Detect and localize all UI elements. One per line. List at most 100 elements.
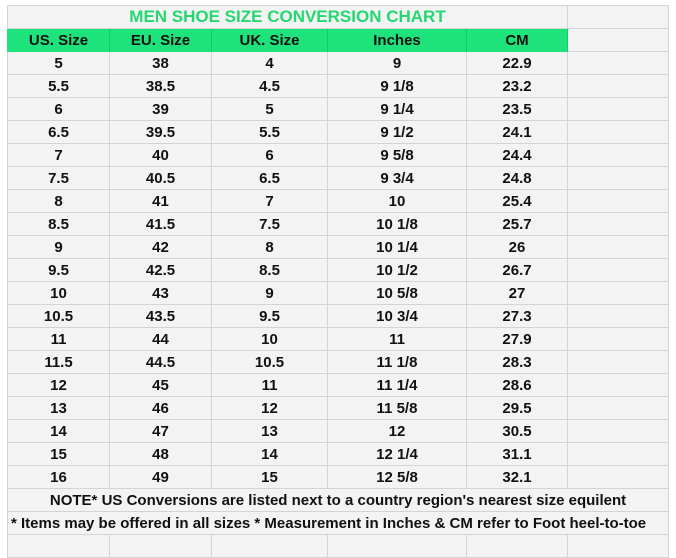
table-cell[interactable]: 39.5 xyxy=(109,120,212,144)
table-cell[interactable]: 9 1/4 xyxy=(327,97,467,121)
table-cell[interactable]: 49 xyxy=(109,465,212,489)
table-cell[interactable]: 4 xyxy=(211,51,328,75)
table-cell[interactable]: 47 xyxy=(109,419,212,443)
empty-cell[interactable] xyxy=(567,189,669,213)
table-cell[interactable]: 44 xyxy=(109,327,212,351)
table-cell[interactable]: 32.1 xyxy=(466,465,568,489)
table-cell[interactable]: 9 xyxy=(7,235,110,259)
table-cell[interactable]: 12 xyxy=(7,373,110,397)
empty-cell[interactable] xyxy=(211,534,328,558)
table-cell[interactable]: 10 xyxy=(327,189,467,213)
table-cell[interactable]: 8 xyxy=(211,235,328,259)
table-cell[interactable]: 9 xyxy=(211,281,328,305)
table-cell[interactable]: 6.5 xyxy=(211,166,328,190)
table-cell[interactable]: 22.9 xyxy=(466,51,568,75)
table-cell[interactable]: 11 xyxy=(211,373,328,397)
note-row-text[interactable]: NOTE* US Conversions are listed next to … xyxy=(7,488,669,512)
table-cell[interactable]: 7.5 xyxy=(7,166,110,190)
empty-cell[interactable] xyxy=(567,74,669,98)
table-cell[interactable]: 13 xyxy=(211,419,328,443)
table-cell[interactable]: 24.1 xyxy=(466,120,568,144)
table-cell[interactable]: 5 xyxy=(211,97,328,121)
table-cell[interactable]: 5.5 xyxy=(211,120,328,144)
empty-cell[interactable] xyxy=(567,212,669,236)
table-cell[interactable]: 10 5/8 xyxy=(327,281,467,305)
table-cell[interactable]: 6 xyxy=(7,97,110,121)
table-cell[interactable]: 41.5 xyxy=(109,212,212,236)
empty-cell[interactable] xyxy=(567,281,669,305)
empty-cell[interactable] xyxy=(567,350,669,374)
table-cell[interactable]: 45 xyxy=(109,373,212,397)
empty-cell[interactable] xyxy=(567,166,669,190)
table-cell[interactable]: 28.3 xyxy=(466,350,568,374)
empty-cell[interactable] xyxy=(567,534,669,558)
table-cell[interactable]: 24.4 xyxy=(466,143,568,167)
empty-cell[interactable] xyxy=(567,28,669,52)
table-cell[interactable]: 7.5 xyxy=(211,212,328,236)
table-cell[interactable]: 10 1/2 xyxy=(327,258,467,282)
table-cell[interactable]: 27.9 xyxy=(466,327,568,351)
empty-cell[interactable] xyxy=(567,120,669,144)
table-cell[interactable]: 27 xyxy=(466,281,568,305)
empty-cell[interactable] xyxy=(7,534,110,558)
table-cell[interactable]: 25.4 xyxy=(466,189,568,213)
empty-cell[interactable] xyxy=(567,143,669,167)
empty-cell[interactable] xyxy=(567,327,669,351)
table-cell[interactable]: 23.5 xyxy=(466,97,568,121)
empty-cell[interactable] xyxy=(567,304,669,328)
table-cell[interactable]: 10 1/8 xyxy=(327,212,467,236)
table-cell[interactable]: 8 xyxy=(7,189,110,213)
table-cell[interactable]: 10.5 xyxy=(211,350,328,374)
table-cell[interactable]: 42.5 xyxy=(109,258,212,282)
table-cell[interactable]: 5 xyxy=(7,51,110,75)
empty-cell[interactable] xyxy=(567,51,669,75)
table-cell[interactable]: 14 xyxy=(7,419,110,443)
table-cell[interactable]: 12 xyxy=(327,419,467,443)
table-cell[interactable]: 5.5 xyxy=(7,74,110,98)
table-cell[interactable]: 12 5/8 xyxy=(327,465,467,489)
empty-cell[interactable] xyxy=(567,442,669,466)
table-cell[interactable]: 29.5 xyxy=(466,396,568,420)
table-cell[interactable]: 31.1 xyxy=(466,442,568,466)
table-cell[interactable]: 9 xyxy=(327,51,467,75)
table-cell[interactable]: 15 xyxy=(7,442,110,466)
table-cell[interactable]: 30.5 xyxy=(466,419,568,443)
table-cell[interactable]: 41 xyxy=(109,189,212,213)
table-cell[interactable]: 11.5 xyxy=(7,350,110,374)
table-cell[interactable]: 10 3/4 xyxy=(327,304,467,328)
table-cell[interactable]: 12 xyxy=(211,396,328,420)
empty-cell[interactable] xyxy=(567,373,669,397)
table-cell[interactable]: 9.5 xyxy=(211,304,328,328)
table-cell[interactable]: 26 xyxy=(466,235,568,259)
table-cell[interactable]: 8.5 xyxy=(211,258,328,282)
table-cell[interactable]: 46 xyxy=(109,396,212,420)
empty-cell[interactable] xyxy=(567,396,669,420)
table-cell[interactable]: 10.5 xyxy=(7,304,110,328)
table-cell[interactable]: 12 1/4 xyxy=(327,442,467,466)
table-cell[interactable]: 10 xyxy=(211,327,328,351)
table-cell[interactable]: 42 xyxy=(109,235,212,259)
table-cell[interactable]: 6.5 xyxy=(7,120,110,144)
empty-cell[interactable] xyxy=(567,419,669,443)
empty-cell[interactable] xyxy=(567,97,669,121)
table-cell[interactable]: 9.5 xyxy=(7,258,110,282)
empty-cell[interactable] xyxy=(567,5,669,29)
table-cell[interactable]: 11 xyxy=(327,327,467,351)
table-cell[interactable]: 4.5 xyxy=(211,74,328,98)
table-cell[interactable]: 25.7 xyxy=(466,212,568,236)
table-cell[interactable]: 44.5 xyxy=(109,350,212,374)
empty-cell[interactable] xyxy=(567,235,669,259)
table-cell[interactable]: 39 xyxy=(109,97,212,121)
table-cell[interactable]: 23.2 xyxy=(466,74,568,98)
table-cell[interactable]: 13 xyxy=(7,396,110,420)
table-cell[interactable]: 24.8 xyxy=(466,166,568,190)
table-cell[interactable]: 10 1/4 xyxy=(327,235,467,259)
table-cell[interactable]: 38 xyxy=(109,51,212,75)
table-cell[interactable]: 6 xyxy=(211,143,328,167)
table-cell[interactable]: 40.5 xyxy=(109,166,212,190)
table-cell[interactable]: 7 xyxy=(211,189,328,213)
table-cell[interactable]: 43.5 xyxy=(109,304,212,328)
table-cell[interactable]: 28.6 xyxy=(466,373,568,397)
table-cell[interactable]: 38.5 xyxy=(109,74,212,98)
table-cell[interactable]: 11 1/8 xyxy=(327,350,467,374)
